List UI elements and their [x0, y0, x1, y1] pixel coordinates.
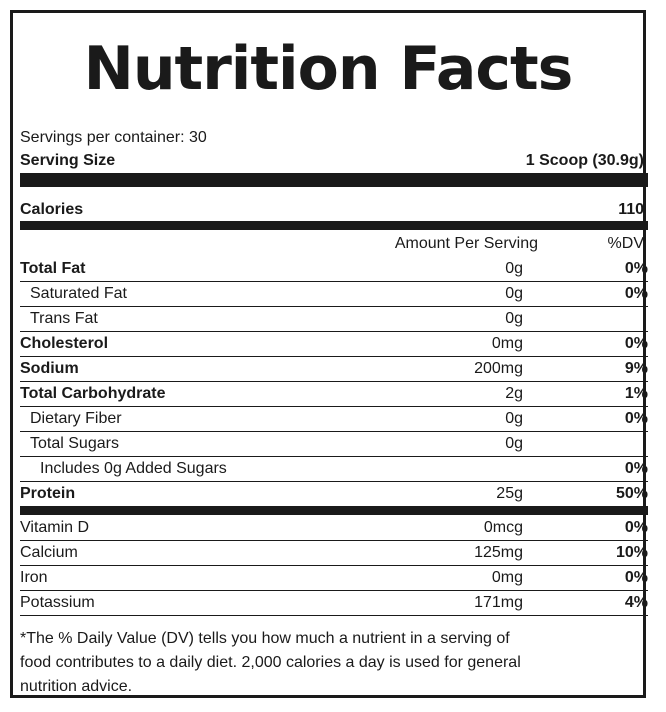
nutrient-name: Trans Fat	[30, 310, 98, 327]
label-title: Nutrition Facts	[83, 34, 574, 104]
nutrient-amount: 125mg	[474, 544, 523, 561]
nutrient-amount: 0g	[505, 410, 523, 427]
row-divider	[20, 590, 648, 591]
nutrient-dv: 10%	[615, 544, 648, 561]
amount-per-serving-header: Amount Per Serving	[394, 235, 538, 252]
nutrient-name: Potassium	[20, 594, 95, 611]
nutrient-amount: 0g	[505, 310, 523, 327]
row-divider	[20, 565, 648, 566]
nutrient-row: Cholesterol 0mg 0%	[20, 332, 648, 357]
nutrient-dv: 0%	[624, 410, 648, 427]
nutrient-dv: 4%	[624, 594, 648, 611]
nutrient-dv: 0%	[624, 285, 648, 302]
thick-divider	[20, 173, 648, 187]
nutrient-row: Potassium 171mg 4%	[20, 591, 648, 616]
daily-value-footnote: *The % Daily Value (DV) tells you how mu…	[20, 630, 521, 695]
row-divider	[20, 381, 648, 382]
nutrient-amount: 0mg	[491, 335, 523, 352]
nutrient-dv: 0%	[624, 460, 648, 477]
row-divider	[20, 306, 648, 307]
medium-divider	[20, 221, 648, 230]
nutrient-row: Iron 0mg 0%	[20, 566, 648, 591]
nutrient-name: Iron	[20, 569, 48, 586]
row-divider	[20, 406, 648, 407]
nutrient-row: Saturated Fat 0g 0%	[20, 282, 648, 307]
nutrient-name: Sodium	[20, 360, 79, 377]
medium-divider-2	[20, 506, 648, 515]
row-divider	[20, 331, 648, 332]
nutrient-amount: 2g	[505, 385, 523, 402]
calories-label: Calories	[20, 201, 84, 218]
nutrient-row: Vitamin D 0mcg 0%	[20, 516, 648, 541]
nutrient-amount: 0g	[505, 260, 523, 277]
dv-header: %DV	[607, 235, 644, 252]
nutrient-row: Sodium 200mg 9%	[20, 357, 648, 382]
nutrient-dv: 0%	[624, 260, 648, 277]
servings-per-container: Servings per container: 30	[20, 129, 207, 146]
nutrient-dv: 9%	[624, 360, 648, 377]
nutrient-name: Saturated Fat	[30, 285, 127, 302]
nutrient-row: Total Sugars 0g	[20, 432, 648, 457]
row-divider	[20, 481, 648, 482]
nutrient-amount: 0g	[505, 285, 523, 302]
nutrient-name: Total Fat	[20, 260, 86, 277]
nutrient-name: Cholesterol	[20, 335, 109, 352]
nutrient-dv: 0%	[624, 335, 648, 352]
nutrient-amount: 0mcg	[483, 519, 523, 536]
row-divider	[20, 540, 648, 541]
nutrition-label: Nutrition Facts Servings per container: …	[10, 10, 648, 698]
nutrient-dv: 1%	[624, 385, 648, 402]
nutrient-name: Protein	[20, 485, 76, 502]
row-divider	[20, 615, 648, 616]
nutrient-dv: 0%	[624, 519, 648, 536]
row-divider	[20, 431, 648, 432]
nutrient-row: Trans Fat 0g	[20, 307, 648, 332]
nutrient-dv: 0%	[624, 569, 648, 586]
row-divider	[20, 356, 648, 357]
nutrient-amount: 171mg	[474, 594, 523, 611]
nutrient-amount: 25g	[496, 485, 523, 502]
nutrient-dv: 50%	[615, 485, 648, 502]
nutrient-row: Total Carbohydrate 2g 1%	[20, 382, 648, 407]
nutrient-amount: 0mg	[491, 569, 523, 586]
nutrient-name: Dietary Fiber	[30, 410, 122, 427]
nutrient-name: Total Sugars	[30, 435, 119, 452]
nutrient-row: Calcium 125mg 10%	[20, 541, 648, 566]
nutrient-row: Protein 25g 50%	[20, 482, 648, 507]
nutrient-row: Includes 0g Added Sugars 0%	[20, 457, 648, 482]
nutrient-row: Total Fat 0g 0%	[20, 257, 648, 282]
row-divider	[20, 456, 648, 457]
calories-value: 110	[618, 201, 644, 218]
nutrient-name: Includes 0g Added Sugars	[40, 460, 227, 477]
row-divider	[20, 281, 648, 282]
nutrient-name: Vitamin D	[20, 519, 90, 536]
nutrient-amount: 200mg	[474, 360, 523, 377]
nutrient-name: Total Carbohydrate	[20, 385, 166, 402]
nutrient-name: Calcium	[20, 544, 78, 561]
serving-size-value: 1 Scoop (30.9g)	[525, 152, 644, 169]
nutrient-amount: 0g	[505, 435, 523, 452]
nutrient-row: Dietary Fiber 0g 0%	[20, 407, 648, 432]
serving-size-label: Serving Size	[20, 152, 116, 169]
